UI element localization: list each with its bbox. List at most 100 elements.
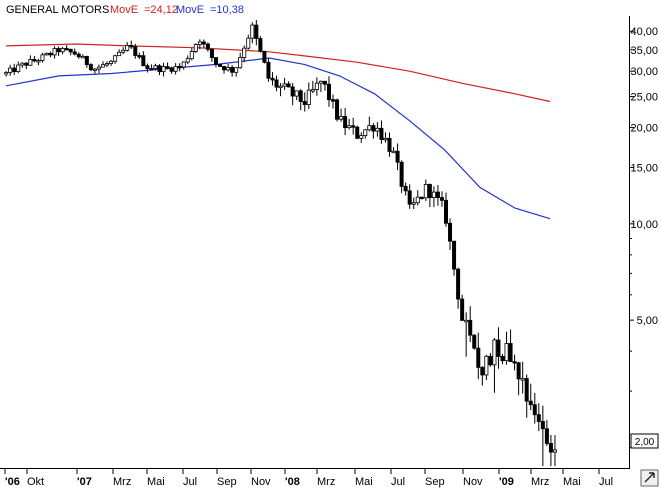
candle-body	[444, 199, 449, 224]
candle-body	[205, 43, 210, 50]
candle-body	[480, 367, 485, 376]
candle-body	[456, 268, 461, 300]
candle-body	[423, 184, 428, 199]
candle-body	[96, 66, 101, 70]
candle-body	[28, 59, 33, 66]
candle-body	[452, 240, 457, 270]
y-tick-label: 20,00	[630, 123, 658, 135]
candle-body	[80, 55, 85, 59]
candle-body	[270, 77, 275, 81]
candle-body	[419, 196, 424, 200]
candle-body	[363, 129, 368, 137]
candle-body	[339, 116, 344, 120]
diagonal-arrow-icon	[644, 472, 655, 483]
candle-body	[367, 125, 372, 131]
candle-body	[528, 400, 533, 406]
candle-body	[431, 191, 436, 199]
candle-body	[242, 47, 247, 58]
candle-body	[109, 60, 114, 64]
candle-body	[399, 161, 404, 187]
candle-body	[391, 150, 396, 154]
x-tick-label: Mai	[563, 476, 581, 488]
candle-body	[177, 66, 182, 69]
candle-body	[113, 55, 118, 62]
candle-body	[213, 57, 218, 65]
candle-body	[371, 125, 376, 132]
candle-body	[32, 59, 37, 62]
x-tick-label: Mrz	[531, 476, 549, 488]
candle-body	[226, 67, 231, 71]
candle-body	[157, 65, 162, 73]
x-tick-label: Mrz	[317, 476, 335, 488]
candle-body	[258, 38, 263, 52]
candle-body	[48, 52, 53, 56]
candle-body	[544, 428, 549, 444]
candle-body	[286, 83, 291, 88]
candle-body	[8, 67, 13, 73]
x-axis: '06 Okt '07 Mrz Mai Jul Sep Nov '08 Mrz Mai Jul Sep N…	[4, 468, 613, 488]
candle-body	[100, 64, 105, 68]
candle-body	[76, 53, 81, 58]
candle-body	[250, 24, 255, 39]
candle-body	[347, 125, 352, 129]
candle-body	[68, 48, 73, 53]
candle-body	[484, 355, 489, 376]
y-tick-label: 10,00	[630, 219, 658, 231]
chart-title: GENERAL MOTORS	[6, 4, 109, 16]
candle-body	[52, 48, 57, 56]
candle-body	[222, 66, 227, 71]
candle-body	[383, 137, 388, 141]
candle-body	[351, 125, 356, 128]
candle-body	[516, 362, 521, 380]
indicator-blue-name: MovE	[176, 4, 204, 16]
x-tick-label: Jul	[599, 476, 613, 488]
candle-body	[524, 378, 529, 402]
candle-body	[165, 66, 170, 69]
candle-body	[40, 54, 45, 61]
candle-body	[254, 24, 259, 39]
candle-body	[153, 65, 158, 69]
candle-body	[476, 347, 481, 368]
candle-body	[355, 126, 360, 139]
candle-body	[492, 339, 497, 366]
candle-body	[266, 61, 271, 79]
candle-body	[306, 89, 311, 105]
candle-body	[548, 443, 553, 453]
current-price-badge	[630, 433, 659, 449]
candlestick-layer	[4, 19, 557, 466]
candle-body	[129, 45, 134, 48]
y-axis: 40,00 35,00 30,00 25,00 20,00 15,00 10,00 5,00	[629, 26, 658, 448]
x-tick-label: Okt	[27, 476, 44, 488]
candle-body	[310, 89, 315, 92]
candle-body	[201, 41, 206, 45]
candle-body	[318, 80, 323, 84]
candle-body	[262, 50, 267, 63]
candle-body	[335, 99, 340, 120]
candle-body	[12, 67, 17, 72]
candle-body	[117, 51, 122, 57]
candle-body	[20, 62, 25, 66]
candle-body	[387, 137, 392, 152]
y-tick-label: 5,00	[637, 315, 658, 327]
candle-body	[274, 79, 279, 88]
candle-body	[552, 449, 557, 453]
candle-body	[16, 64, 21, 72]
candle-body	[395, 150, 400, 163]
candle-body	[460, 298, 465, 321]
x-tick-label: Mai	[147, 476, 165, 488]
candle-body	[238, 57, 243, 69]
candle-body	[472, 334, 477, 349]
candle-body	[464, 319, 469, 323]
candle-body	[508, 343, 513, 363]
candle-body	[314, 82, 319, 91]
candle-body	[64, 48, 69, 51]
candle-body	[290, 86, 295, 97]
candle-body	[121, 49, 126, 53]
candle-body	[4, 72, 9, 75]
candle-body	[105, 63, 110, 66]
x-tick-label: Sep	[425, 476, 445, 488]
current-price-label: 2,00	[635, 437, 655, 448]
candle-body	[427, 184, 432, 199]
candle-body	[197, 41, 202, 45]
